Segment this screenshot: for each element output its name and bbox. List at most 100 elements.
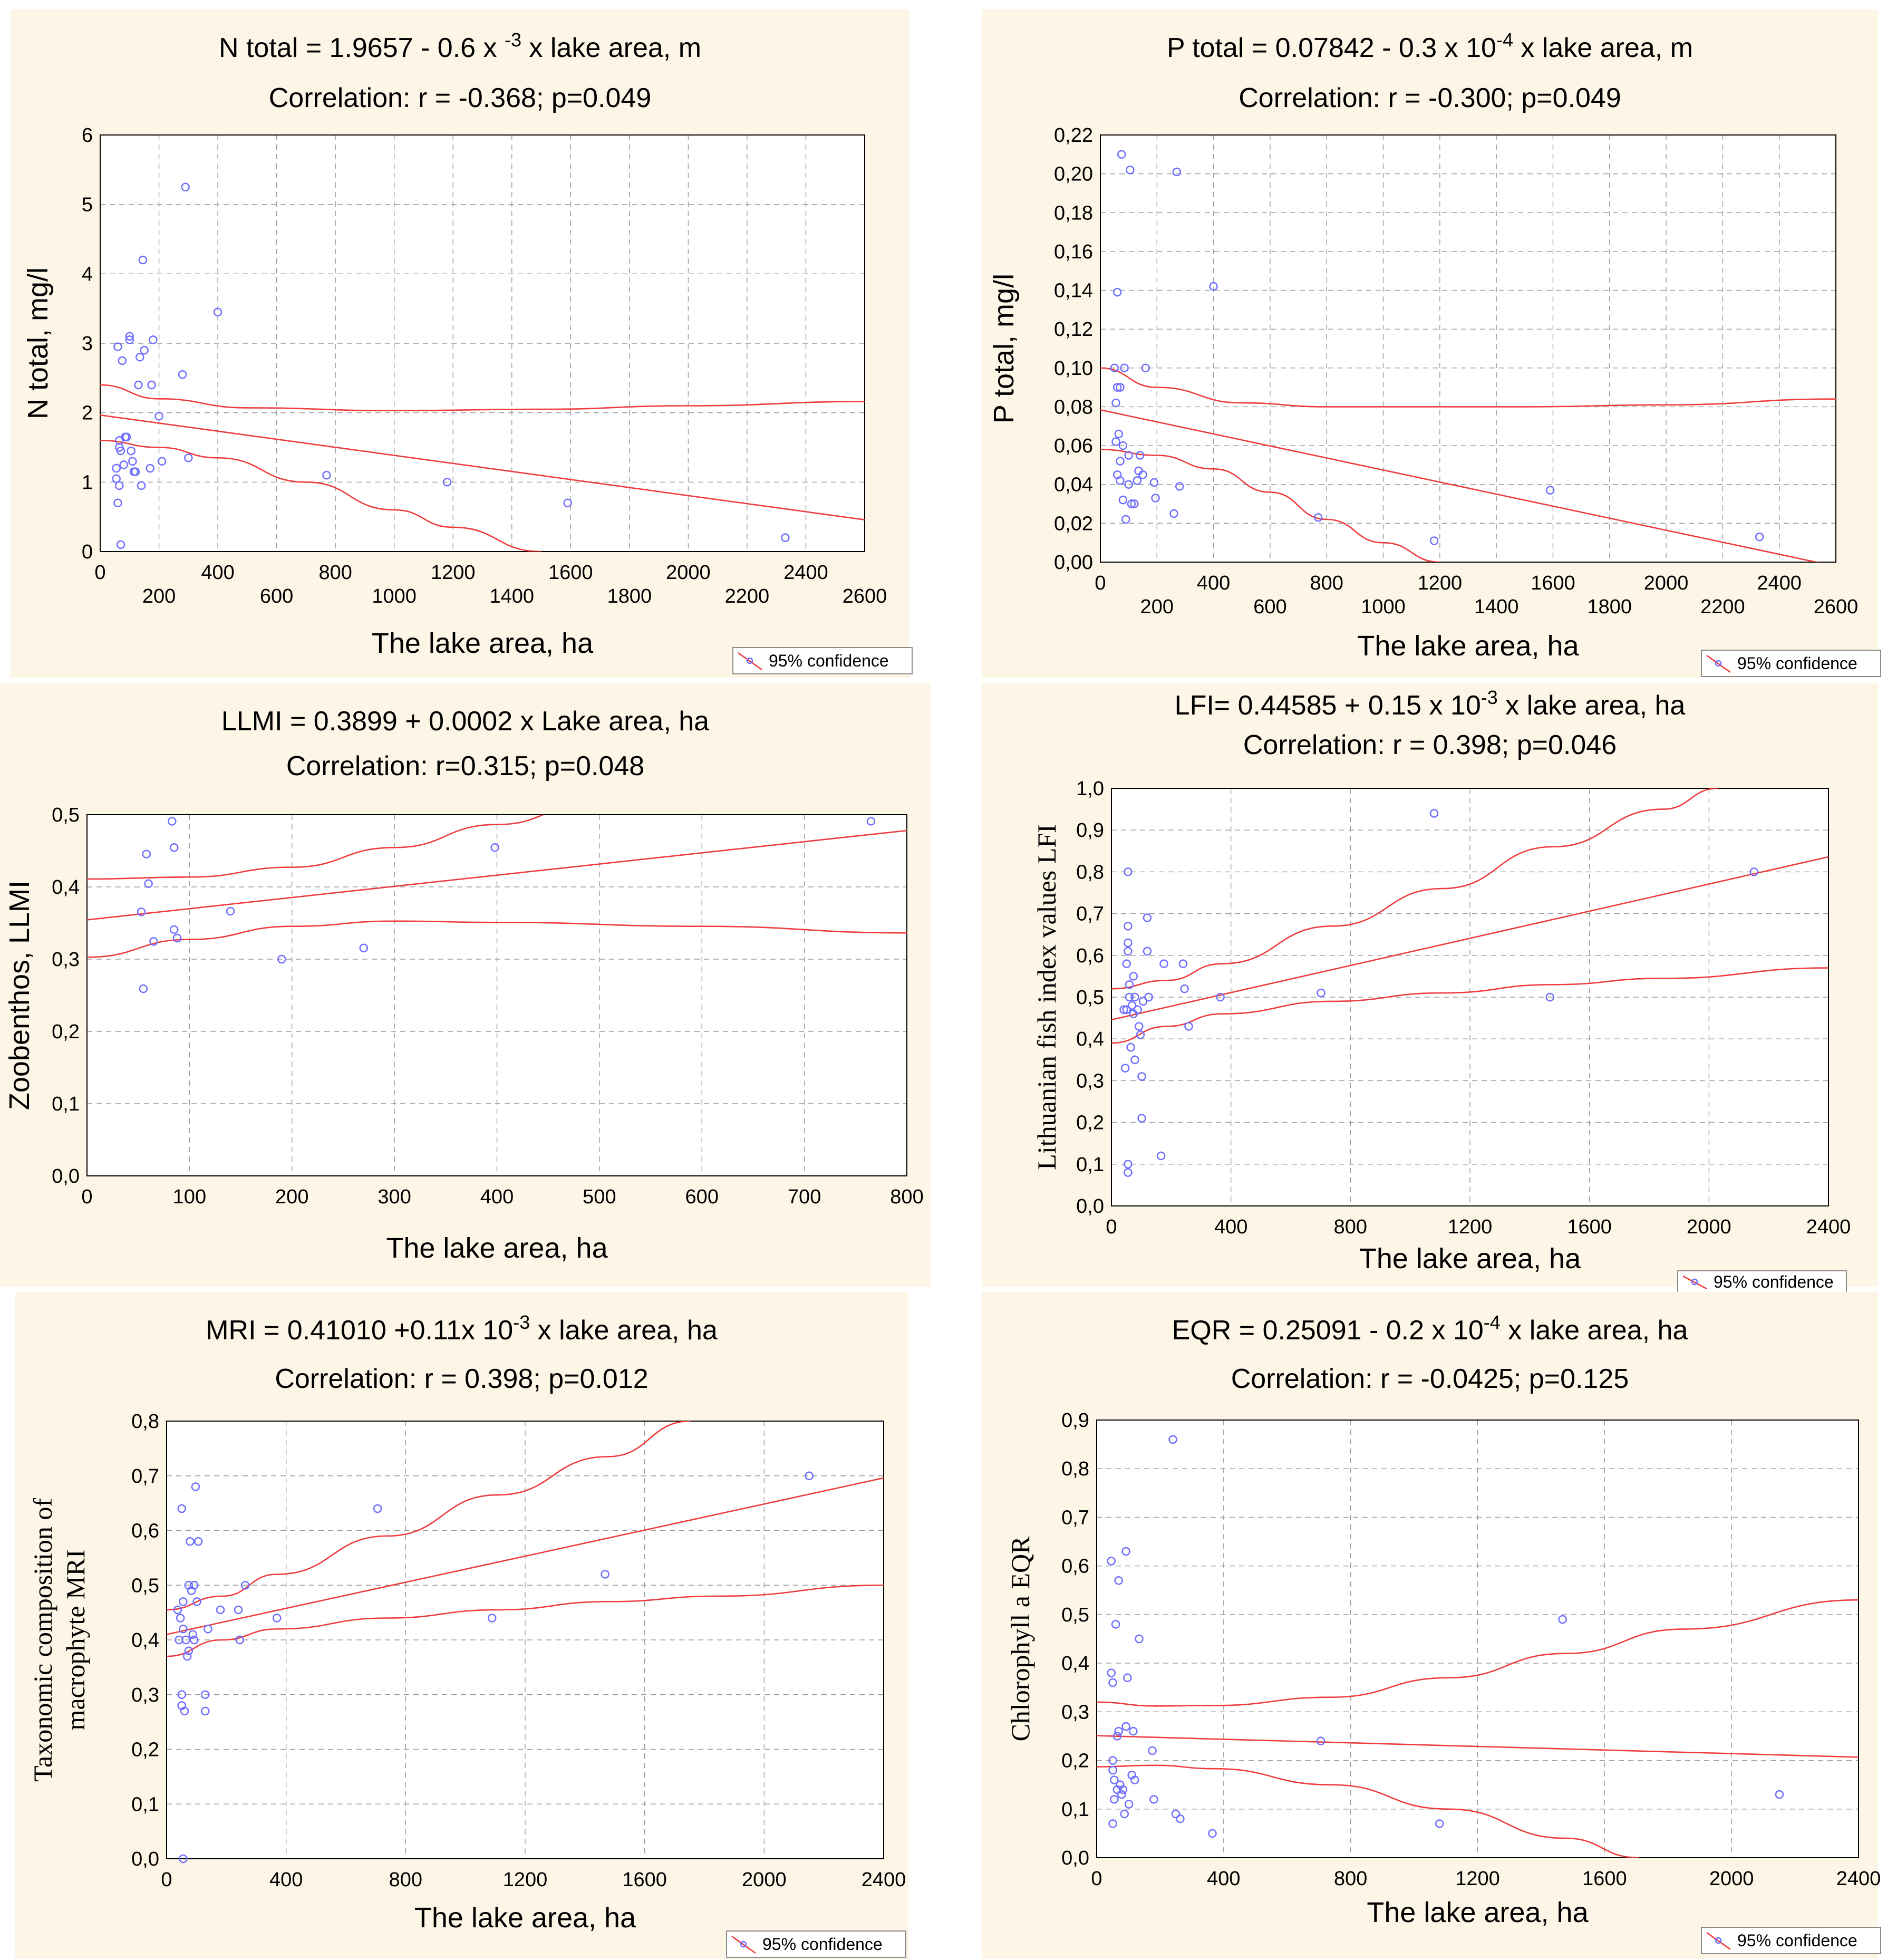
ntotal-data-point [131,467,140,476]
lfi-legend: 95% confidence [1677,1270,1847,1293]
ntotal-data-point [184,453,193,462]
lfi-title-sup: -3 [1481,687,1498,708]
lfi-x-tick: 400 [1214,1216,1247,1238]
llmi-x-tick: 0 [81,1186,92,1208]
ptotal-data-point [1112,470,1122,479]
ntotal-data-point [138,255,148,265]
mri-legend: 95% confidence [726,1930,906,1958]
eqr-data-point [1121,1722,1130,1731]
mri-data-point [179,1625,188,1634]
llmi-title-main: LLMI = 0.3899 + 0.0002 x Lake area, ha [221,706,709,737]
llmi-data-point [169,925,179,934]
ptotal-x-tick: 1200 [1418,572,1463,594]
mri-y-tick: 0,8 [131,1411,159,1433]
eqr-data-point [1130,1775,1139,1784]
ptotal-y-axis-label: P total, mg/l [988,274,1020,423]
ntotal-data-point [140,345,149,355]
eqr-data-point [1108,1819,1117,1828]
lfi-legend-box [1677,1270,1847,1293]
eqr-regression-line [1097,1735,1859,1758]
lfi-data-point [1122,959,1131,968]
ntotal-data-point [115,436,124,445]
lfi-data-point [1124,1168,1133,1177]
eqr-data-point [1208,1829,1217,1838]
mri-y-tick: 0,4 [131,1629,159,1652]
ptotal-data-point [1118,495,1128,505]
lfi-data-point [1317,988,1325,998]
ptotal-upper-confidence-band [1100,367,1836,408]
llmi-x-tick: 200 [275,1186,308,1208]
llmi-x-tick: 300 [378,1186,411,1208]
lfi-title-main: LFI= 0.44585 + 0.15 x 10 [1175,690,1481,721]
ntotal-y-tick: 3 [82,333,93,355]
ptotal-data-point [1117,150,1126,159]
ntotal-x-tick: 1200 [431,562,476,584]
eqr-x-tick: 0 [1091,1868,1102,1890]
lfi-data-point [1126,1042,1135,1052]
ptotal-y-tick: 0,06 [1054,435,1093,457]
ptotal-data-point [1135,451,1145,460]
ntotal-x-tick: 400 [201,562,234,584]
llmi-data-point [226,906,235,916]
mri-x-tick: 2000 [742,1869,787,1891]
lfi-data-point [1137,1114,1146,1123]
lfi-regression-line [1111,856,1828,1021]
lfi-title: LFI= 0.44585 + 0.15 x 10-3 x lake area, … [1175,687,1686,721]
ntotal-y-tick: 5 [82,194,93,216]
ptotal-title-main: P total = 0.07842 - 0.3 x 10 [1167,33,1496,63]
llmi-x-axis-label: The lake area, ha [386,1232,608,1264]
ptotal-plot-frame [1100,134,1836,563]
mri-x-tick: 1600 [622,1869,667,1891]
ntotal-data-point [128,457,137,466]
chart-mri: MRI = 0.41010 +0.11x 10-3 x lake area, h… [28,1311,906,1958]
ptotal-data-point [1133,476,1141,485]
llmi-y-tick: 0,0 [52,1165,80,1187]
mri-y-tick: 0,7 [131,1465,159,1488]
eqr-data-point [1114,1726,1123,1736]
eqr-y-tick: 0,3 [1061,1701,1089,1723]
mri-legend-label: 95% confidence [762,1935,883,1954]
ptotal-x-axis-label: The lake area, ha [1357,630,1579,662]
ptotal-plot-area [1100,134,1836,563]
ptotal-x-tick: 1600 [1531,572,1575,594]
mri-data-point [190,1581,199,1590]
mri-y-tick: 0,5 [131,1575,159,1597]
ptotal-title: P total = 0.07842 - 0.3 x 10-4 x lake ar… [1167,29,1693,63]
llmi-data-point [144,879,153,889]
llmi-data-point [490,843,499,852]
ntotal-data-point [118,356,127,365]
mri-data-point [181,1635,190,1645]
ntotal-plot-frame [100,134,865,552]
eqr-data-point [1111,1620,1120,1629]
mri-data-point [173,1605,182,1615]
eqr-x-axis-label: The lake area, ha [1367,1897,1589,1928]
llmi-data-point [137,907,146,916]
llmi-subtitle: Correlation: r=0.315; p=0.048 [286,751,644,781]
panel-llmi: LLMI = 0.3899 + 0.0002 x Lake area, ha Co… [0,683,931,1287]
lfi-data-point [1130,1055,1139,1065]
eqr-x-tick: 2000 [1709,1868,1754,1890]
ptotal-data-point [1116,457,1125,466]
llmi-y-axis-label: Zoobenthos, LLMI [4,881,35,1110]
ntotal-data-point [134,380,143,390]
eqr-data-point [1108,1678,1117,1687]
mri-data-point [235,1635,244,1645]
mri-subtitle: Correlation: r = 0.398; p=0.012 [275,1364,648,1394]
llmi-x-tick: 700 [788,1186,821,1208]
eqr-x-tick: 1200 [1455,1868,1500,1890]
mri-title: MRI = 0.41010 +0.11x 10-3 x lake area, h… [206,1311,718,1346]
lfi-data-point [1124,1160,1133,1169]
mri-x-tick: 1200 [503,1869,548,1891]
eqr-title: EQR = 0.25091 - 0.2 x 10-4 x lake area, … [1172,1311,1688,1346]
llmi-data-point [139,984,148,993]
mri-data-point [373,1504,382,1513]
lfi-y-tick: 1,0 [1076,778,1104,800]
eqr-y-tick: 0,0 [1061,1847,1089,1869]
ptotal-data-point [1124,451,1133,460]
ntotal-data-point [146,464,155,473]
mri-data-point [177,1504,187,1513]
eqr-legend: 95% confidence [1701,1927,1881,1954]
ntotal-data-point [122,432,131,441]
eqr-legend-label: 95% confidence [1737,1931,1857,1950]
eqr-legend-point-icon [1715,1937,1722,1944]
